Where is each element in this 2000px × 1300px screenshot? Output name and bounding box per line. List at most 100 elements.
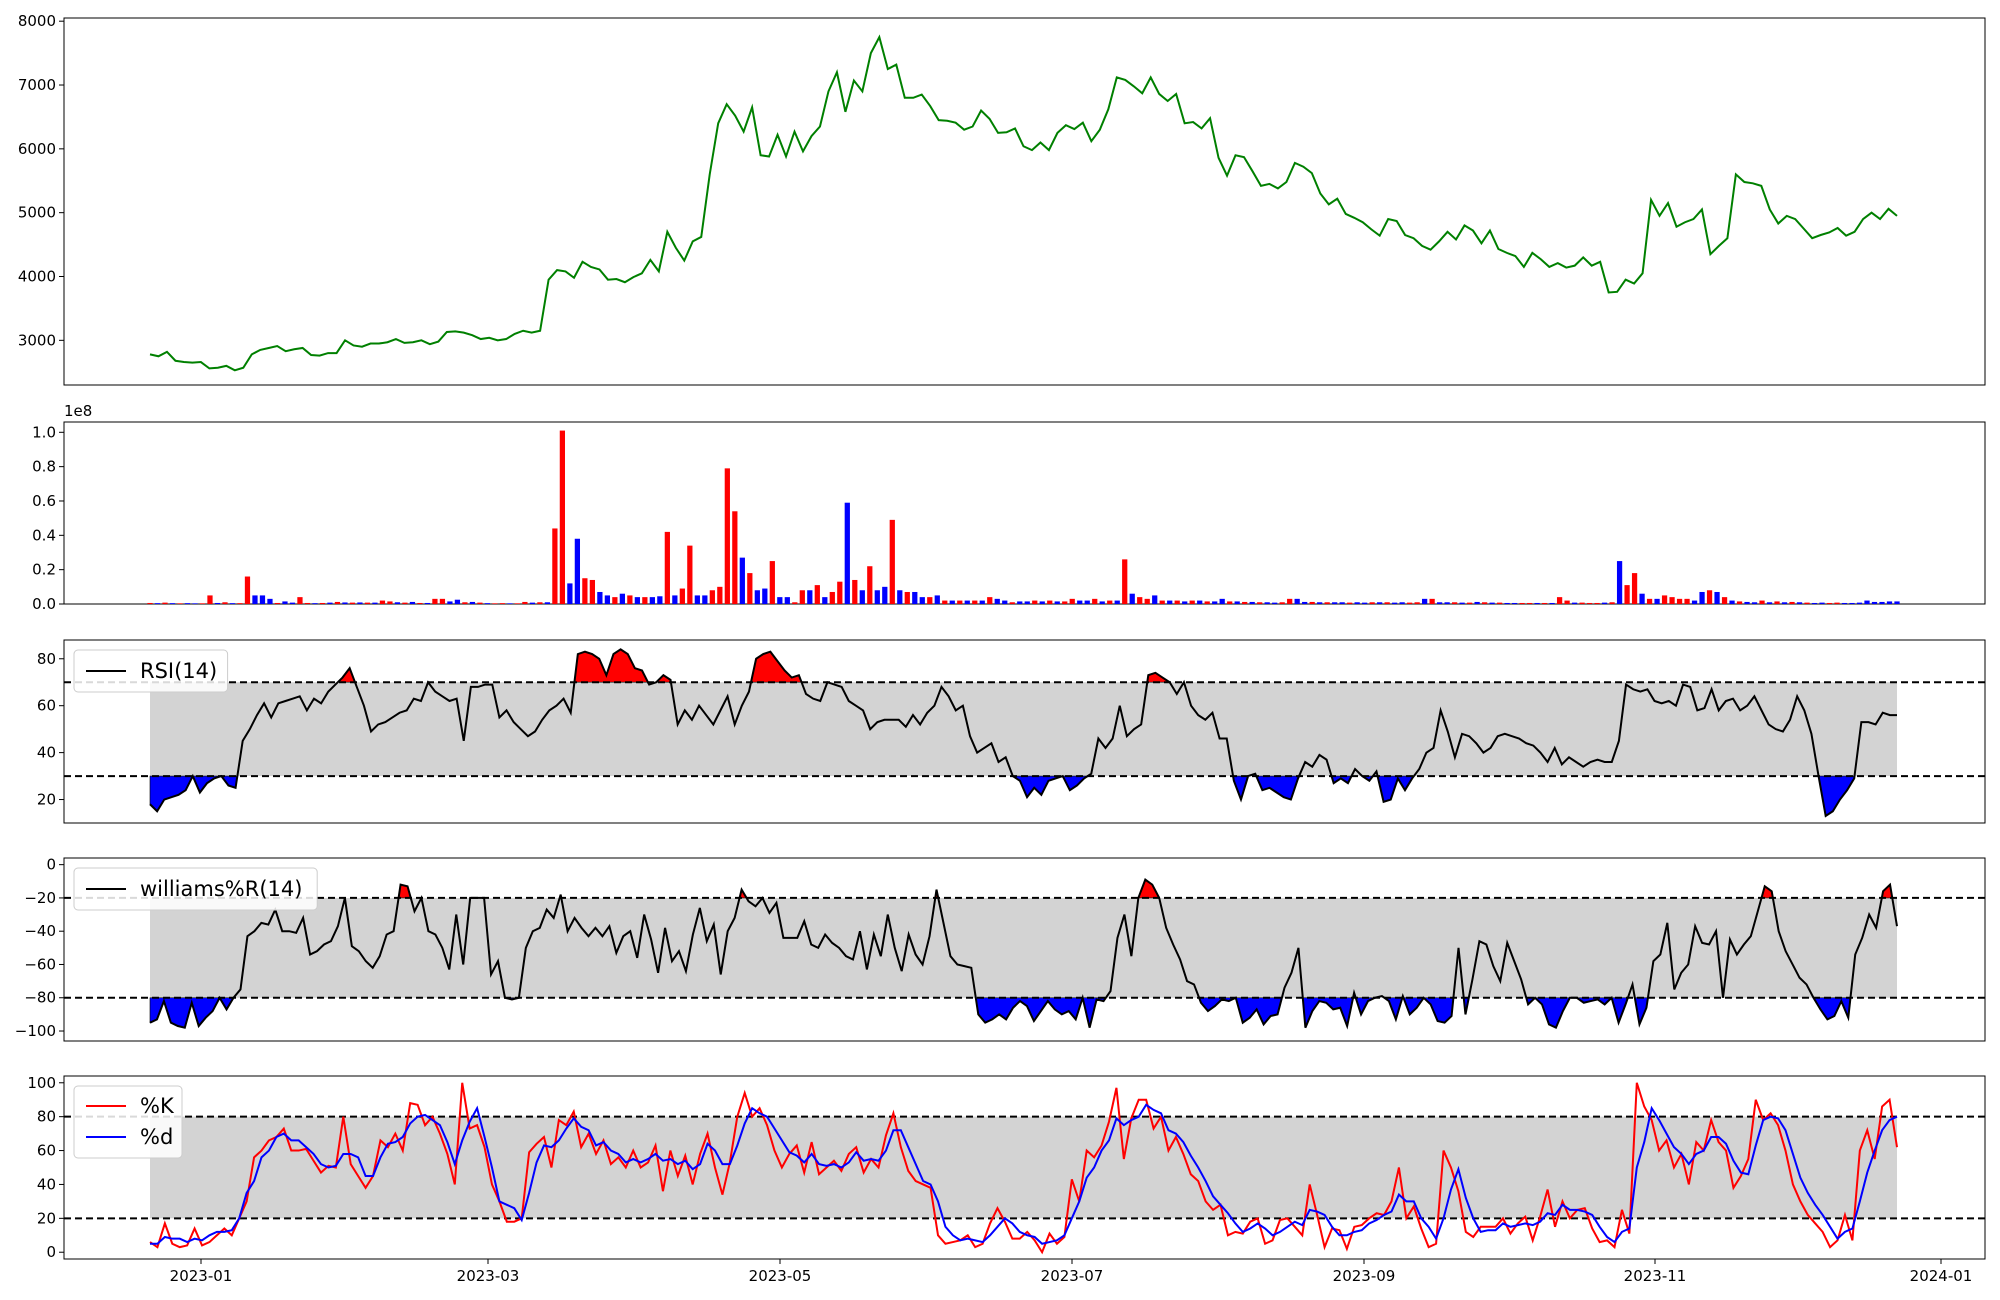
volume-bar [1047,600,1053,604]
volume-bar [882,586,888,604]
volume-bar [1317,602,1323,604]
volume-bar [1676,598,1683,604]
volume-bar [792,602,798,604]
y-tick-label: 0.8 [32,458,56,476]
volume-bar [1474,601,1480,604]
volume-bar [747,573,753,604]
volume-bar [1084,600,1090,604]
volume-bar [1496,602,1503,604]
d-line [150,1103,1898,1245]
y-tick-label: 80 [37,1108,56,1126]
volume-bar [837,581,843,604]
volume-bar [469,601,476,604]
x-tick-label: 2023-09 [1333,1267,1396,1285]
legend-box [73,867,318,911]
volume-bar [514,603,521,604]
volume-bar [1024,601,1030,604]
x-tick-label: 2023-07 [1041,1267,1104,1285]
volume-bar [1699,591,1705,604]
volume-bar [439,598,446,604]
volume-bar [1309,601,1315,604]
volume-bar [244,576,251,604]
volume-bar [304,602,311,604]
volume-bar [477,602,483,604]
volume-bar [754,590,760,604]
volume-bar [1489,602,1495,604]
volume-bar [889,519,895,604]
volume-bar [619,593,625,604]
volume-bar [1729,600,1735,604]
volume-bar [537,602,543,604]
y-tick-label: 4000 [18,267,56,285]
volume-bar [1377,602,1383,604]
volume-bar [387,601,393,604]
volume-bar [1369,602,1375,604]
volume-offset-label: 1e8 [64,402,92,420]
volume-bar [874,590,880,604]
volume-bar [829,591,835,604]
y-tick-label: 60 [37,1142,56,1160]
volume-bar [634,597,640,604]
legend-box [73,1085,183,1159]
volume-bar [1437,602,1443,604]
volume-bar [1481,602,1488,604]
volume-bar [1219,598,1225,604]
volume-bar [1114,600,1120,604]
y-tick-label: 0.2 [32,561,56,579]
volume-bar [507,603,513,604]
volume-bar [177,603,183,604]
volume-bar [1751,602,1758,604]
panels: 3000400050006000700080000.00.20.40.60.81… [15,12,1986,1285]
volume-bar [1669,597,1675,604]
volume-bar [1189,600,1195,604]
y-tick-label: 40 [37,744,56,762]
volume-bar [1639,593,1645,604]
volume-bar [372,602,378,604]
volume-bar [237,603,243,604]
volume-bar [897,590,903,604]
volume-bar [994,598,1000,604]
volume-bar [1227,601,1233,604]
volume-bar [529,602,536,604]
volume-bar [904,591,910,604]
volume-bar [1347,602,1353,604]
axes-frame [63,857,1986,1042]
volume-bar [979,600,985,604]
y-tick-label: 7000 [18,76,56,94]
y-tick-label: −80 [24,989,56,1007]
volume-bar [1339,602,1345,604]
volume-bar [1856,602,1863,604]
volume-bar [289,602,296,604]
volume-bar [1646,598,1653,604]
volume-bar [934,595,940,604]
volume-bar [867,566,873,604]
volume-bar [1586,602,1593,604]
volume-bar [702,595,708,604]
volume-bar [1879,601,1885,604]
volume-bar [582,578,588,604]
volume-bar [1272,602,1278,604]
volume-bar [807,590,813,604]
price-line [149,34,1898,372]
volume-bar [484,603,491,604]
volume-bar [672,595,678,604]
legend-label: %K [140,1094,175,1118]
williams-legend: williams%R(14) [73,867,318,911]
volume-bar [402,602,408,604]
volume-bar [649,597,655,604]
y-tick-label: 3000 [18,331,56,349]
y-tick-label: 0 [46,1243,56,1261]
axes-frame [63,17,1986,386]
volume-bar [214,602,221,604]
williams-panel: −100 −80 −60 −40 −20 0 williams%R(14) [15,856,1986,1042]
volume-panel: 0.0 0.2 0.4 0.6 0.8 1.0 [32,421,1986,613]
volume-bar [1594,602,1600,604]
y-tick-label: −60 [24,955,56,973]
volume-bar [1759,600,1765,604]
volume-bar [1234,601,1240,604]
stochastic-panel: 0 20 40 60 80 100 %K %d 2023-01 2023-03 2023-05 202… [27,1074,1986,1285]
volume-bar [1789,601,1795,604]
volume-bar [627,595,633,604]
